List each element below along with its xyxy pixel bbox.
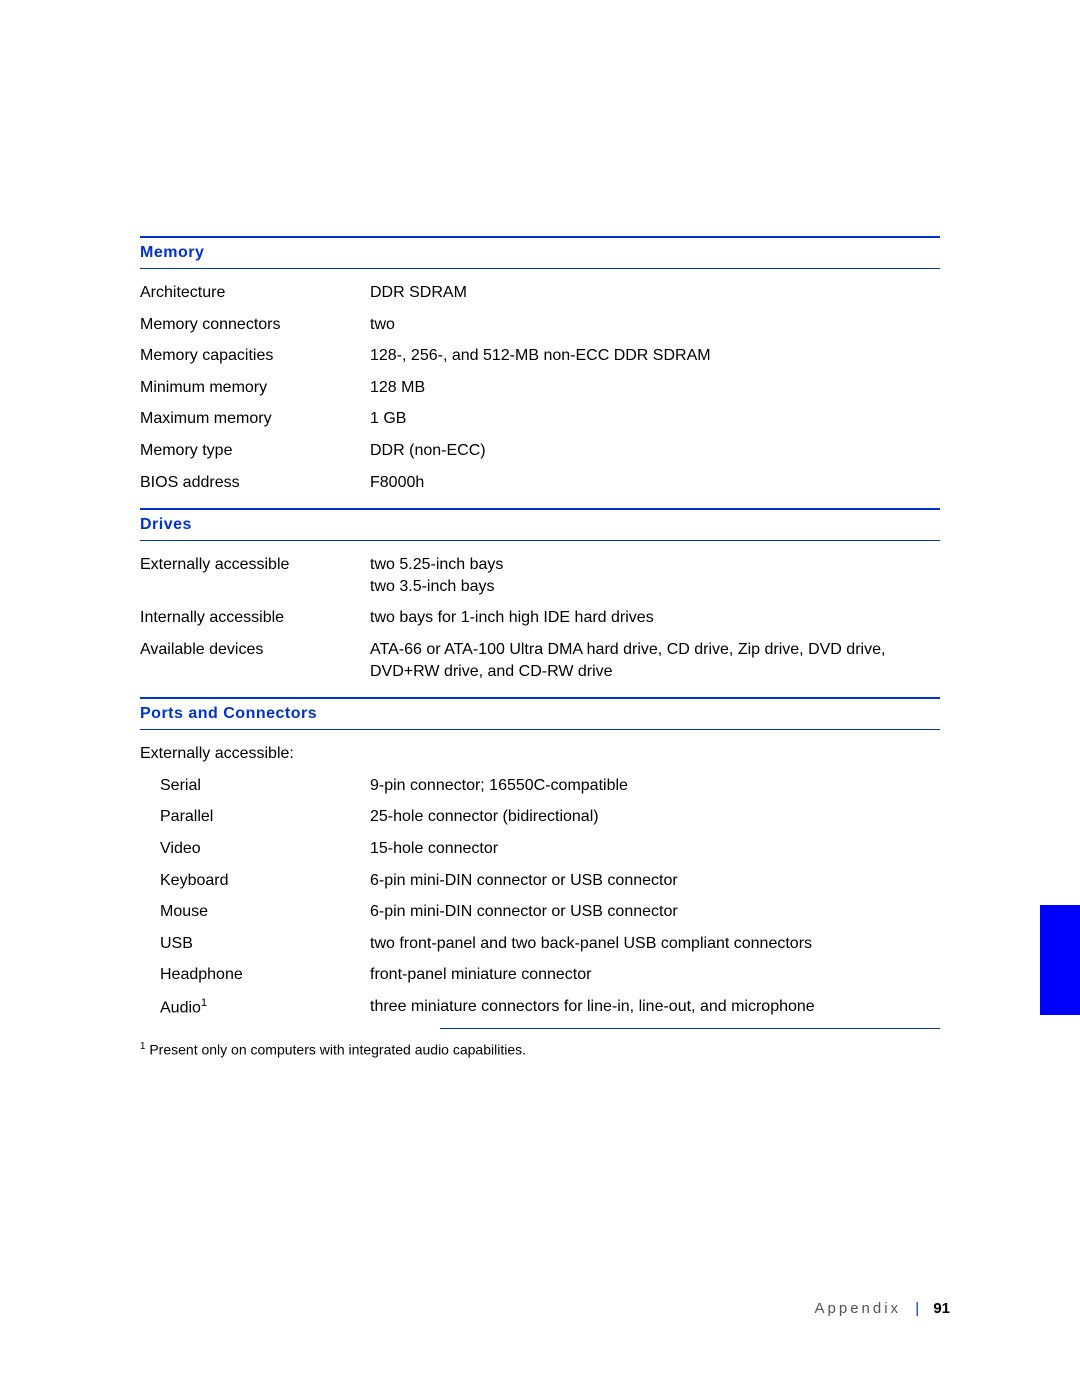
spec-value: 25-hole connector (bidirectional) [370,806,940,828]
spec-label: Keyboard [140,870,370,892]
section-memory: Memory ArchitectureDDR SDRAM Memory conn… [140,236,940,498]
spec-label: Memory connectors [140,314,370,336]
spec-label: Mouse [140,901,370,923]
footnote-marker: 1 [140,1041,145,1052]
section-tab-marker [1040,905,1080,1015]
spec-value: two front-panel and two back-panel USB c… [370,933,940,955]
spec-row: Minimum memory128 MB [140,372,940,404]
spec-label: Serial [140,775,370,797]
spec-label: Audio1 [140,996,370,1019]
section-header: Drives [140,508,940,541]
page-footer: Appendix | 91 [815,1300,951,1317]
spec-row: Externally accessible two 5.25-inch bays… [140,549,940,602]
spec-row: BIOS address F8000h [140,467,940,499]
spec-row: Video15-hole connector [140,833,940,865]
spec-label: USB [140,933,370,955]
spec-value: front-panel miniature connector [370,964,940,986]
footnote-marker: 1 [201,997,207,1009]
spec-label: Video [140,838,370,860]
section-title: Ports and Connectors [140,705,940,723]
spec-row: Audio1three miniature connectors for lin… [140,991,940,1024]
spec-row: Internally accessible two bays for 1-inc… [140,602,940,634]
spec-value: 1 GB [370,408,940,430]
spec-label: Minimum memory [140,377,370,399]
spec-value: ATA-66 or ATA-100 Ultra DMA hard drive, … [370,639,940,682]
spec-value [370,743,940,765]
section-title: Memory [140,244,940,262]
footnote-rule [440,1028,940,1029]
spec-row: Mouse6-pin mini-DIN connector or USB con… [140,896,940,928]
spec-label: Headphone [140,964,370,986]
spec-value: two bays for 1-inch high IDE hard drives [370,607,940,629]
spec-label: Maximum memory [140,408,370,430]
footer-pagenum: 91 [933,1300,950,1317]
section-ports: Ports and Connectors Externally accessib… [140,697,940,1029]
spec-value: two [370,314,940,336]
footer-separator: | [915,1300,919,1317]
spec-label: Externally accessible [140,554,370,597]
spec-value: DDR (non-ECC) [370,440,940,462]
spec-label: Parallel [140,806,370,828]
section-drives: Drives Externally accessible two 5.25-in… [140,508,940,687]
spec-label: BIOS address [140,472,370,494]
spec-label: Externally accessible: [140,743,370,765]
spec-value: two 5.25-inch baystwo 3.5-inch bays [370,554,940,597]
spec-value: 128-, 256-, and 512-MB non-ECC DDR SDRAM [370,345,940,367]
section-title: Drives [140,516,940,534]
spec-row: Available devicesATA-66 or ATA-100 Ultra… [140,634,940,687]
spec-row: Parallel25-hole connector (bidirectional… [140,801,940,833]
page-content: Memory ArchitectureDDR SDRAM Memory conn… [0,0,1080,1057]
spec-row: Headphonefront-panel miniature connector [140,959,940,991]
section-header: Memory [140,236,940,269]
spec-row: Memory connectors two [140,309,940,341]
footer-chapter: Appendix [815,1300,902,1317]
section-header: Ports and Connectors [140,697,940,730]
spec-row: Keyboard6-pin mini-DIN connector or USB … [140,865,940,897]
spec-value: DDR SDRAM [370,282,940,304]
spec-value: 6-pin mini-DIN connector or USB connecto… [370,901,940,923]
spec-row: ArchitectureDDR SDRAM [140,277,940,309]
spec-row: Memory typeDDR (non-ECC) [140,435,940,467]
spec-value: three miniature connectors for line-in, … [370,996,940,1019]
spec-value: 6-pin mini-DIN connector or USB connecto… [370,870,940,892]
footnote-text: Present only on computers with integrate… [149,1041,526,1057]
spec-label: Memory capacities [140,345,370,367]
spec-label: Available devices [140,639,370,682]
spec-row: Maximum memory1 GB [140,403,940,435]
spec-row: Serial9-pin connector; 16550C-compatible [140,770,940,802]
footnote: 1 Present only on computers with integra… [140,1039,940,1058]
spec-value: F8000h [370,472,940,494]
spec-label: Architecture [140,282,370,304]
spec-value: 128 MB [370,377,940,399]
spec-value: 15-hole connector [370,838,940,860]
spec-row: Memory capacities 128-, 256-, and 512-MB… [140,340,940,372]
spec-label: Internally accessible [140,607,370,629]
spec-row: Externally accessible: [140,738,940,770]
spec-label: Memory type [140,440,370,462]
spec-row: USBtwo front-panel and two back-panel US… [140,928,940,960]
spec-value: 9-pin connector; 16550C-compatible [370,775,940,797]
